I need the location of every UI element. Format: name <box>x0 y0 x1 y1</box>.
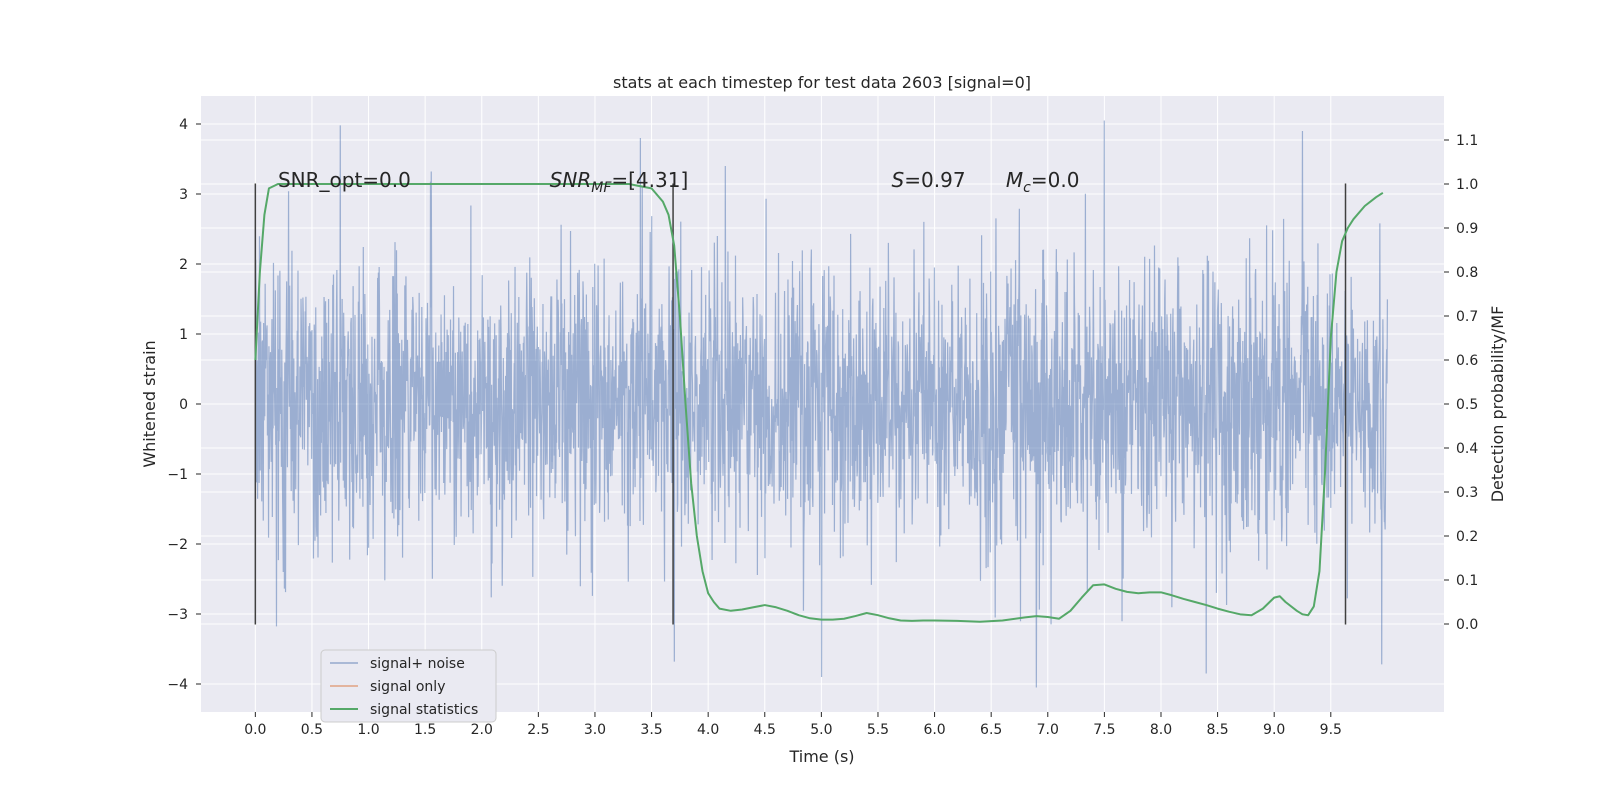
noise-series <box>254 120 1389 688</box>
y-axis-label: Whitened strain <box>140 340 159 467</box>
y-right-tick-label: 0.7 <box>1456 309 1478 325</box>
y-tick-label: −3 <box>167 607 188 623</box>
y-tick-label: 3 <box>179 187 188 203</box>
legend-box <box>320 649 497 723</box>
x-tick-label: 5.5 <box>867 722 889 738</box>
annotation-main: S <box>892 168 905 192</box>
y-tick-label: −1 <box>167 467 188 483</box>
x-tick-label: 6.5 <box>980 722 1002 738</box>
y-axis-ticks: 4 3 2 1 0 −1 −2 −3 −4 <box>167 117 201 693</box>
y-right-tick-label: 0.8 <box>1456 265 1478 281</box>
x-tick-label: 4.0 <box>697 722 719 738</box>
annotation-main: M <box>1006 168 1023 192</box>
x-tick-label: 6.0 <box>923 722 945 738</box>
y-right-tick-label: 1.1 <box>1456 133 1478 149</box>
annotation: SNRMF=[4.31] <box>550 168 689 196</box>
y-right-axis-ticks: 1.1 1.0 0.9 0.8 0.7 0.6 0.5 0.4 0.3 0.2 0.1 0.0 <box>1444 133 1478 633</box>
x-tick-label: 5.0 <box>810 722 832 738</box>
x-tick-label: 9.0 <box>1263 722 1285 738</box>
y-right-axis-label: Detection probability/MF <box>1488 306 1507 503</box>
y-tick-label: 2 <box>179 257 188 273</box>
x-tick-label: 8.0 <box>1150 722 1172 738</box>
legend: signal+ noise signal only signal statist… <box>320 649 497 723</box>
y-right-tick-label: 0.4 <box>1456 441 1478 457</box>
x-tick-label: 0.5 <box>301 722 323 738</box>
y-right-tick-label: 0.3 <box>1456 485 1478 501</box>
x-tick-label: 8.5 <box>1206 722 1228 738</box>
x-tick-label: 2.5 <box>527 722 549 738</box>
annotation-subscript: MF <box>591 180 612 196</box>
x-axis-ticks: 0.0 0.5 1.0 1.5 2.0 2.5 3.0 3.5 4.0 4.5 5.0 5.5 6.0 6… <box>244 712 1342 738</box>
vertical-markers <box>254 183 1347 625</box>
x-tick-label: 0.0 <box>244 722 266 738</box>
x-tick-label: 7.0 <box>1037 722 1059 738</box>
annotation: S=0.97 <box>892 168 966 192</box>
x-tick-label: 2.0 <box>471 722 493 738</box>
y-tick-label: −2 <box>167 537 188 553</box>
x-tick-label: 4.5 <box>754 722 776 738</box>
y-right-tick-label: 1.0 <box>1456 177 1478 193</box>
y-right-tick-label: 0.5 <box>1456 397 1478 413</box>
y-right-tick-label: 0.6 <box>1456 353 1478 369</box>
x-axis-label: Time (s) <box>788 747 854 766</box>
x-tick-label: 1.5 <box>414 722 436 738</box>
x-tick-label: 1.0 <box>357 722 379 738</box>
y-right-tick-label: 0.2 <box>1456 529 1478 545</box>
y-tick-label: 1 <box>179 327 188 343</box>
x-tick-label: 7.5 <box>1093 722 1115 738</box>
annotation-suffix: =[4.31] <box>611 168 688 192</box>
y-tick-label: 4 <box>179 117 188 133</box>
x-tick-label: 3.0 <box>584 722 606 738</box>
y-tick-label: 0 <box>179 397 188 413</box>
annotations: SNR_opt=0.0 SNRMF=[4.31] S=0.97 Mc=0.0 <box>278 168 1079 196</box>
y-right-tick-label: 0.0 <box>1456 617 1478 633</box>
statistics-series <box>254 183 1384 623</box>
x-tick-label: 9.5 <box>1320 722 1342 738</box>
y-right-tick-label: 0.1 <box>1456 573 1478 589</box>
legend-label-signal-only: signal only <box>370 679 445 695</box>
annotation-suffix: =0.97 <box>904 168 965 192</box>
legend-label-noise: signal+ noise <box>370 656 465 672</box>
x-tick-label: 3.5 <box>640 722 662 738</box>
noise-trace <box>254 120 1389 688</box>
legend-label-statistics: signal statistics <box>370 702 478 718</box>
annotation-subscript: c <box>1023 180 1031 196</box>
y-tick-label: −4 <box>167 677 188 693</box>
annotation-suffix: =0.0 <box>1031 168 1080 192</box>
annotation: Mc=0.0 <box>1006 168 1080 196</box>
y-right-tick-label: 0.9 <box>1456 221 1478 237</box>
annotation-main: SNR_opt=0.0 <box>278 168 411 192</box>
chart-title: stats at each timestep for test data 260… <box>613 73 1031 92</box>
annotation: SNR_opt=0.0 <box>278 168 411 192</box>
annotation-main: SNR <box>550 168 592 192</box>
statistics-line <box>254 183 1384 623</box>
